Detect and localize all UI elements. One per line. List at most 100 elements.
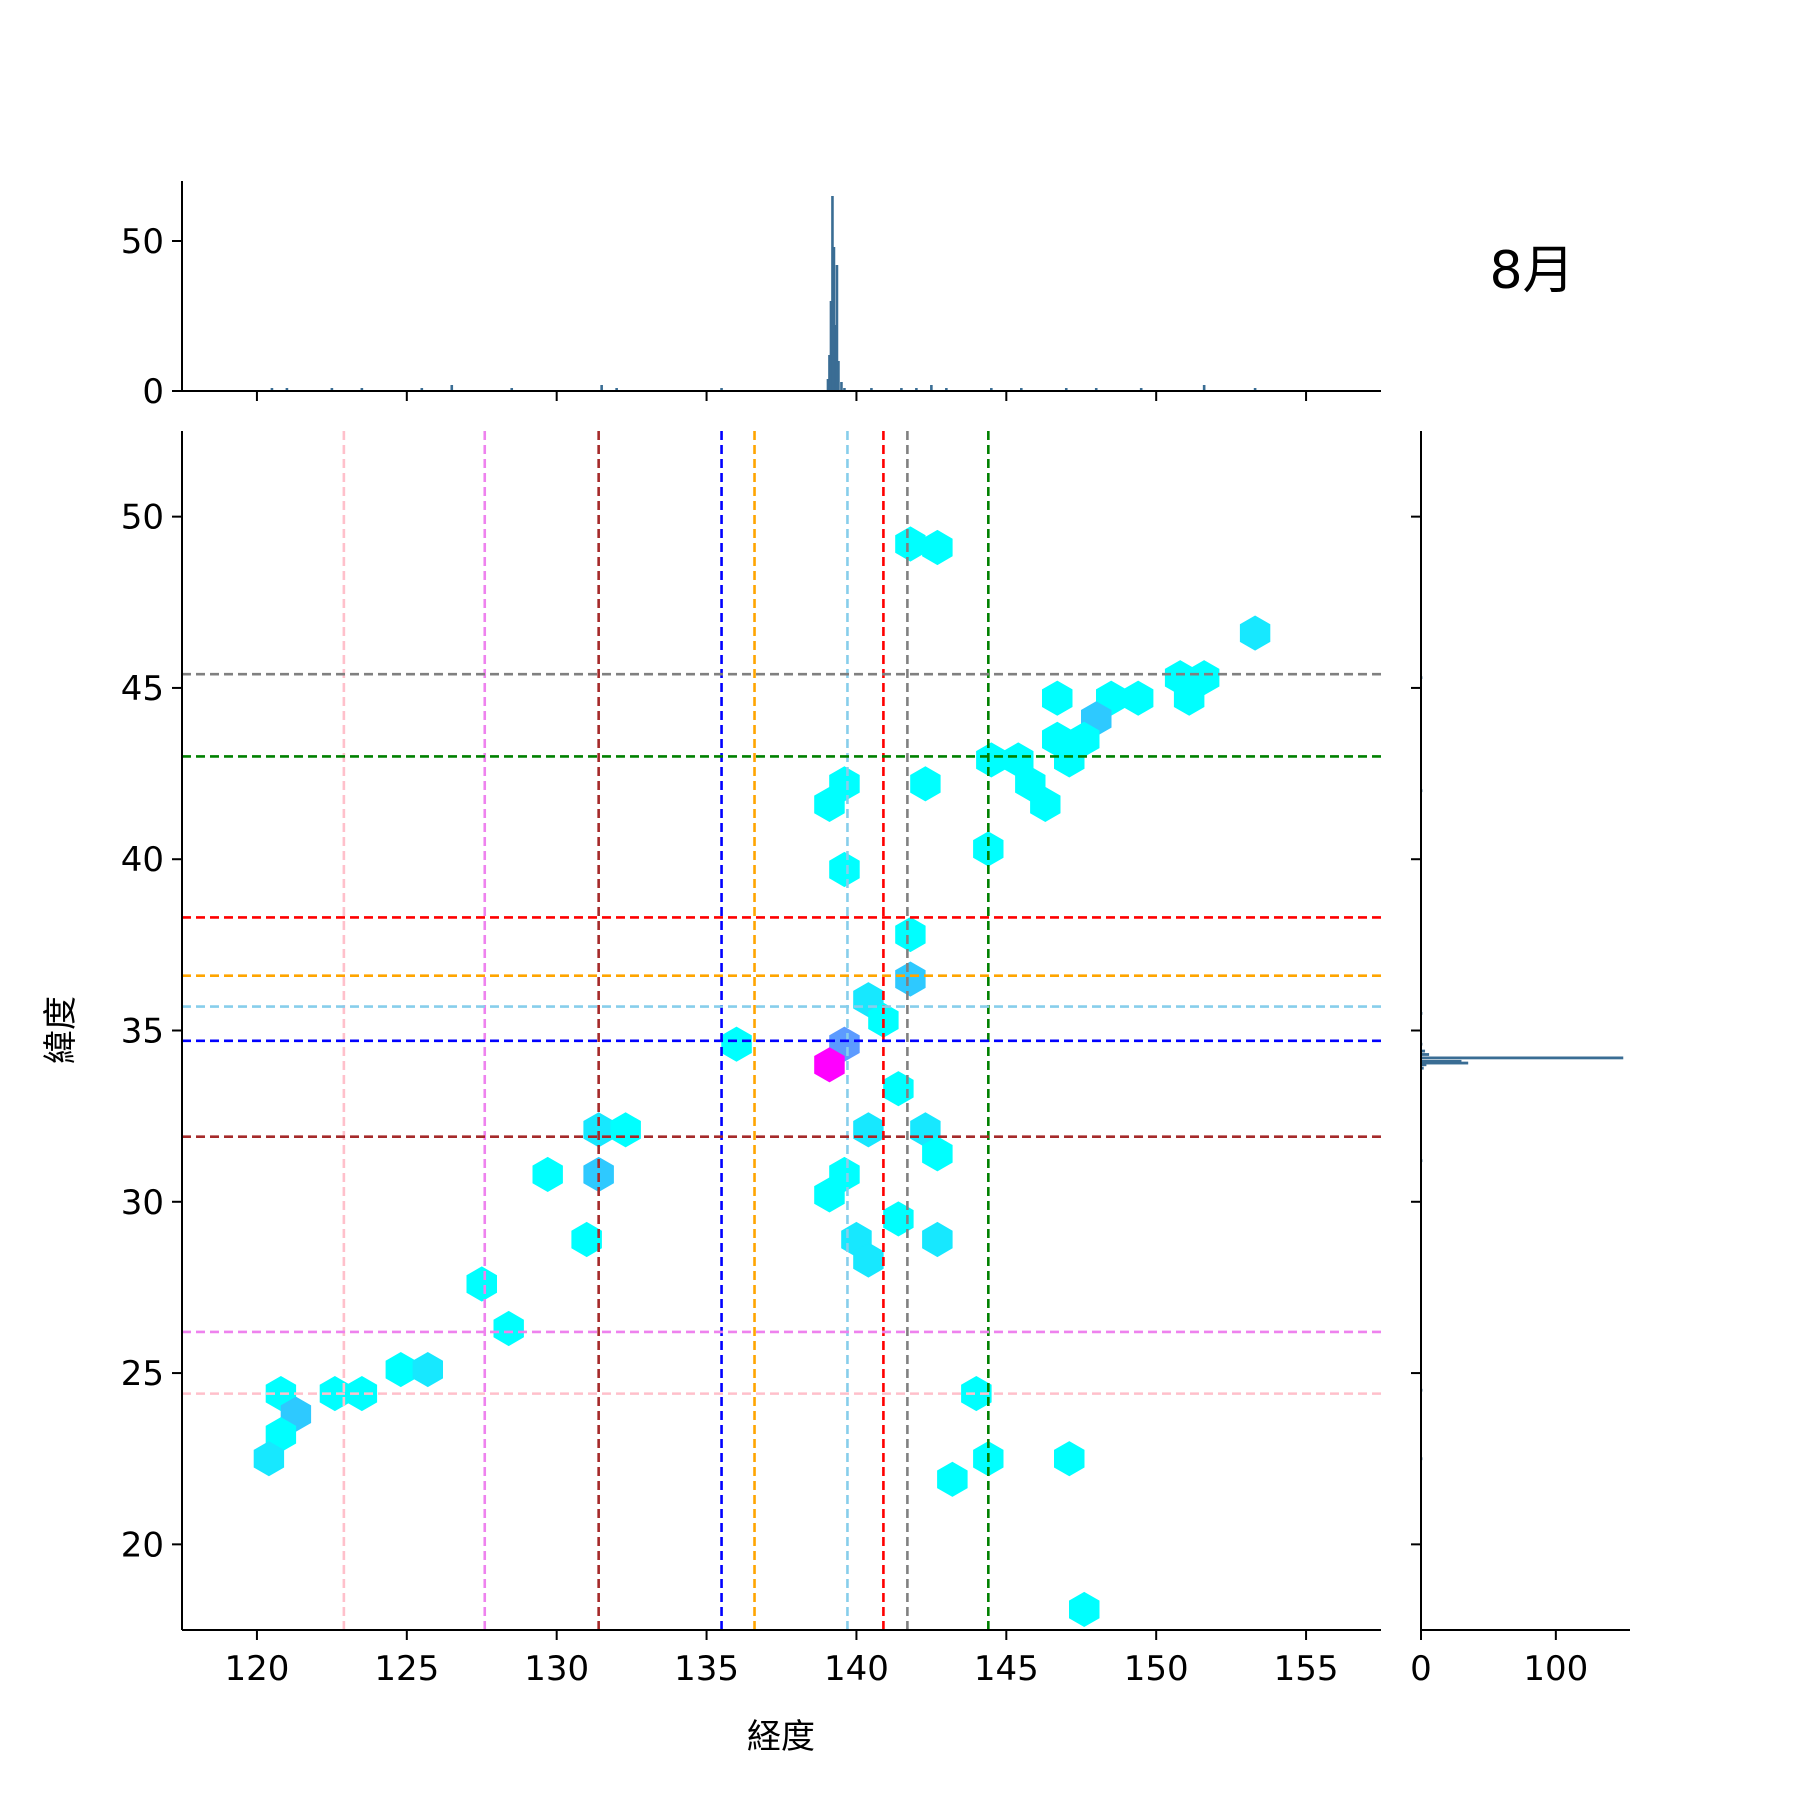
- hexbin-cell: [1054, 1441, 1085, 1477]
- top-y-tick-label: 0: [142, 372, 164, 412]
- top-hist-bar: [270, 388, 274, 391]
- right-hist-bar: [1421, 1061, 1469, 1065]
- hexbin-cell: [895, 526, 926, 562]
- y-tick-label: 25: [121, 1354, 164, 1394]
- hexbin-cell: [1054, 742, 1085, 778]
- y-tick-label: 30: [121, 1183, 164, 1223]
- top-hist-bar: [837, 361, 840, 391]
- top-hist-bar: [835, 265, 839, 391]
- hexbin-cell: [610, 1112, 641, 1148]
- top-hist-bar: [915, 388, 918, 391]
- top-hist-bar: [826, 379, 830, 391]
- hexbin-cell: [1239, 615, 1271, 651]
- hexbin-cell: [253, 1441, 285, 1477]
- hexbin-cell: [466, 1266, 497, 1302]
- hexbin-cell: [922, 1221, 953, 1258]
- hexbin-cells: [253, 526, 1271, 1627]
- top-hist-bar: [1064, 388, 1068, 391]
- hexbin-cell: [814, 786, 845, 822]
- hexbin-cell: [532, 1156, 563, 1192]
- hexbin-cell: [895, 917, 926, 953]
- top-hist-bar: [834, 325, 837, 391]
- figure-title: 8月: [1489, 241, 1574, 301]
- right-x-tick-label: 100: [1523, 1649, 1588, 1689]
- main-hexbin-plot: 120 125 130 135 140 145 150 155 20253035404550 …: [41, 431, 1381, 1757]
- right-hist-bar: [1421, 1059, 1462, 1063]
- top-x-ticks: [255, 391, 1308, 401]
- right-hist-bar: [1421, 1063, 1427, 1067]
- hexbin-cell: [922, 529, 953, 566]
- top-hist-bar: [831, 196, 834, 391]
- right-hist-bar: [1421, 1053, 1430, 1056]
- hexbin-cell: [961, 1376, 992, 1412]
- x-tick-label: 155: [1274, 1649, 1339, 1689]
- top-histogram-bars: [270, 196, 1257, 391]
- top-hist-bar: [330, 388, 334, 391]
- hexbin-cell: [346, 1376, 378, 1412]
- right-hist-bar: [1421, 1066, 1424, 1070]
- top-hist-bar: [1094, 388, 1098, 391]
- right-x-ticks: 0 100: [1410, 1630, 1588, 1689]
- y-tick-label: 40: [121, 840, 164, 880]
- y-tick-label: 20: [121, 1525, 164, 1565]
- top-hist-bar: [945, 388, 948, 391]
- hexbin-cell: [910, 766, 941, 802]
- hexbin-cell: [412, 1352, 443, 1388]
- top-hist-bar: [600, 385, 603, 391]
- hexbin-cell: [814, 1047, 845, 1083]
- hexbin-cell: [571, 1221, 602, 1258]
- top-hist-bar: [1253, 388, 1257, 391]
- hexbin-cell: [493, 1310, 524, 1347]
- reference-horizontal-lines: [182, 672, 1381, 1395]
- top-hist-bar: [930, 385, 933, 391]
- hexbin-cell: [1069, 1591, 1100, 1627]
- x-tick-label: 120: [224, 1649, 289, 1689]
- top-hist-bar: [1139, 388, 1143, 391]
- x-tick-label: 140: [824, 1649, 889, 1689]
- top-hist-bar: [615, 388, 618, 391]
- right-x-tick-label: 0: [1410, 1649, 1432, 1689]
- right-marginal-histogram: 0 100: [1410, 431, 1630, 1689]
- top-hist-bar: [840, 382, 843, 391]
- right-hist-bar: [1421, 1056, 1624, 1060]
- top-hist-bar: [1020, 388, 1023, 391]
- top-hist-bar: [843, 388, 846, 391]
- top-hist-bar: [990, 388, 993, 391]
- main-y-ticks: 20 25 30 35 40 45 50: [121, 498, 182, 1565]
- main-x-ticks: 120 125 130 135 140 145 150 155: [224, 1630, 1339, 1689]
- x-tick-label: 145: [974, 1649, 1039, 1689]
- hexbin-cell: [883, 1201, 914, 1237]
- hexbin-cell: [1042, 680, 1073, 716]
- top-hist-bar: [720, 388, 723, 391]
- right-y-ticks: [1411, 515, 1421, 1546]
- y-axis-label: 緯度: [41, 996, 81, 1064]
- top-hist-bar: [420, 388, 424, 391]
- top-hist-bar: [829, 301, 833, 391]
- y-tick-label: 45: [121, 669, 164, 709]
- y-tick-label: 35: [121, 1012, 164, 1052]
- hexbin-cell: [829, 851, 860, 888]
- right-hist-bar: [1421, 1049, 1426, 1053]
- x-tick-label: 130: [524, 1649, 589, 1689]
- top-hist-bar: [832, 247, 836, 391]
- x-axis-label: 経度: [747, 1717, 815, 1757]
- top-hist-bar: [1202, 385, 1206, 391]
- hexbin-cell: [922, 1136, 953, 1172]
- x-tick-label: 125: [374, 1649, 439, 1689]
- top-hist-bar: [450, 385, 454, 391]
- hexbin-cell: [1173, 680, 1205, 716]
- top-hist-bar: [510, 388, 514, 391]
- reference-vertical-lines: [342, 431, 990, 1630]
- y-tick-label: 50: [121, 498, 164, 538]
- x-tick-label: 150: [1124, 1649, 1189, 1689]
- top-hist-bar: [360, 388, 364, 391]
- top-hist-bar: [285, 388, 289, 391]
- hexbin-cell: [895, 961, 926, 997]
- hexbin-cell: [814, 1177, 845, 1213]
- top-hist-bar: [870, 388, 873, 391]
- top-y-ticks: 0 50: [121, 222, 182, 412]
- hexbin-cell: [937, 1461, 968, 1497]
- top-y-tick-label: 50: [121, 222, 164, 262]
